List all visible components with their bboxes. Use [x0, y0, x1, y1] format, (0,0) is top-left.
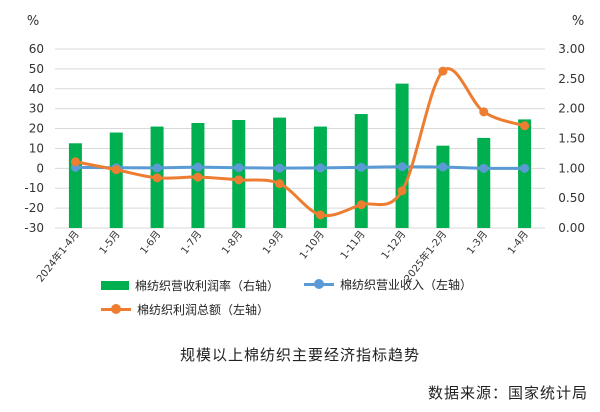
right-tick-label: 0.00 — [558, 221, 585, 235]
chart: 60 50 40 30 20 10 0 -10 -20 -30 3.00 2.50 2.00 1.50 1.… — [24, 14, 585, 285]
revenue-point — [356, 162, 366, 172]
x-tick-label: 1-11月 — [338, 228, 368, 261]
x-tick-label: 2024年1-4月 — [33, 228, 81, 285]
profit-point — [234, 175, 244, 185]
right-tick-label: 1.00 — [558, 161, 585, 175]
left-tick-label: -20 — [24, 201, 44, 215]
legend-item-profit: 棉纺织利润总额（左轴） — [101, 301, 269, 318]
right-tick-label: 2.00 — [558, 102, 585, 116]
right-axis-unit: % — [572, 14, 584, 29]
left-tick-label: 50 — [29, 62, 44, 76]
revenue-point — [397, 162, 407, 172]
legend-item-revenue: 棉纺织营业收入（左轴） — [304, 276, 472, 293]
left-axis-unit: % — [27, 14, 39, 29]
profit-line — [75, 67, 526, 218]
bar — [313, 126, 327, 228]
profit-point — [152, 173, 162, 183]
profit-point — [397, 186, 407, 196]
bar-series — [68, 83, 532, 229]
x-tick-label: 1-12月 — [379, 228, 409, 261]
revenue-point — [275, 163, 285, 173]
bar — [232, 120, 246, 228]
profit-point — [193, 172, 203, 182]
profit-point — [356, 200, 366, 210]
legend-swatch-revenue — [304, 279, 334, 290]
legend-label-revenue: 棉纺织营业收入（左轴） — [340, 278, 473, 292]
x-tick-label: 1-10月 — [297, 228, 327, 261]
bar — [518, 119, 532, 228]
line-series — [70, 66, 530, 220]
x-tick-label: 1-7月 — [179, 228, 205, 256]
bar — [477, 137, 491, 228]
profit-point — [315, 210, 325, 220]
x-tick-label: 1-8月 — [219, 228, 245, 256]
left-tick-label: -10 — [24, 181, 44, 195]
profit-point — [438, 66, 448, 76]
right-tick-label: 0.50 — [558, 191, 585, 205]
profit-point — [275, 179, 285, 189]
legend-swatch-bar — [101, 281, 129, 290]
legend-label-margin: 棉纺织营收利润率（右轴） — [135, 279, 280, 293]
right-tick-label: 2.50 — [558, 72, 585, 86]
right-tick-label: 3.00 — [558, 42, 585, 56]
axes: 60 50 40 30 20 10 0 -10 -20 -30 3.00 2.50 2.00 1.50 1.… — [24, 42, 585, 285]
x-tick-label: 1-9月 — [260, 228, 286, 256]
profit-point — [70, 157, 80, 167]
profit-point — [111, 165, 121, 175]
left-tick-label: -30 — [24, 221, 44, 235]
left-tick-label: 10 — [29, 141, 44, 155]
x-tick-label: 1-3月 — [464, 228, 490, 256]
left-tick-label: 60 — [29, 42, 44, 56]
x-tick-label: 1-6月 — [138, 228, 164, 256]
right-tick-label: 1.50 — [558, 132, 585, 146]
revenue-point — [152, 163, 162, 173]
chart-caption: 规模以上棉纺织主要经济指标趋势 — [179, 346, 420, 364]
data-source: 数据来源：国家统计局 — [427, 384, 588, 402]
left-tick-label: 30 — [29, 102, 44, 116]
legend-swatch-profit — [101, 304, 131, 315]
revenue-point — [193, 162, 203, 172]
left-tick-label: 20 — [29, 122, 44, 136]
x-tick-label: 1-4月 — [505, 228, 531, 256]
bar — [273, 117, 287, 228]
revenue-point — [479, 163, 489, 173]
bar — [109, 132, 123, 228]
revenue-point — [520, 163, 530, 173]
legend-item-margin: 棉纺织营收利润率（右轴） — [101, 277, 279, 294]
left-tick-label: 40 — [29, 82, 44, 96]
revenue-point — [438, 162, 448, 172]
left-tick-label: 0 — [36, 161, 44, 175]
revenue-line — [75, 165, 525, 170]
bar — [68, 143, 82, 228]
bar — [436, 145, 450, 228]
revenue-point — [315, 163, 325, 173]
profit-point — [479, 107, 489, 117]
legend-label-profit: 棉纺织利润总额（左轴） — [137, 303, 270, 317]
revenue-point — [234, 163, 244, 173]
profit-point — [520, 121, 530, 131]
bar — [395, 83, 409, 229]
x-tick-label: 1-5月 — [97, 228, 123, 256]
